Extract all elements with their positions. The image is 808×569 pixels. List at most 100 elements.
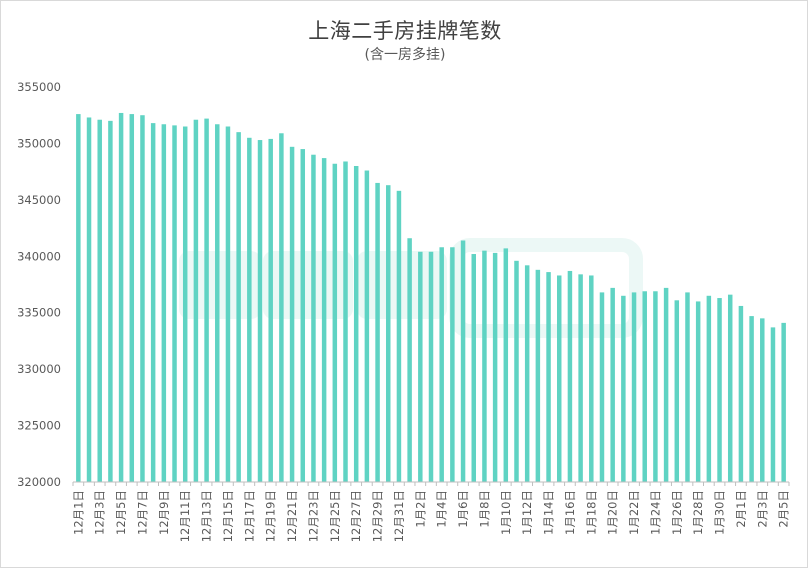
bar <box>386 185 391 482</box>
bar <box>631 292 637 482</box>
bar <box>578 274 583 482</box>
x-tick-label: 1月28日 <box>691 490 705 535</box>
bar <box>247 137 252 483</box>
x-tick-label: 1月18日 <box>584 490 598 535</box>
y-tick-label: 340000 <box>17 249 61 263</box>
chart-subtitle: (含一房多挂) <box>364 47 446 63</box>
bar <box>642 291 647 482</box>
x-tick-label: 2月1日 <box>734 490 748 528</box>
x-tick-label: 12月27日 <box>349 490 363 542</box>
bar <box>781 322 786 482</box>
x-tick-label: 1月12日 <box>520 490 534 535</box>
bar <box>450 247 455 482</box>
x-tick-label: 12月21日 <box>285 490 299 542</box>
bar <box>86 117 92 482</box>
x-tick-label: 12月23日 <box>306 490 320 542</box>
bar <box>268 138 273 482</box>
x-tick-label: 12月5日 <box>114 490 128 535</box>
bar <box>193 119 199 482</box>
bar <box>685 292 690 482</box>
bar <box>279 133 284 482</box>
bar <box>599 292 605 482</box>
y-tick-label: 355000 <box>17 80 61 94</box>
bar <box>353 166 359 482</box>
x-tick-label: 12月3日 <box>93 490 107 535</box>
bar <box>321 158 327 482</box>
bar <box>182 126 188 482</box>
bar <box>108 120 113 482</box>
bar <box>503 248 509 482</box>
bar <box>140 115 145 482</box>
bar <box>204 118 209 482</box>
bar <box>760 318 765 482</box>
bar <box>375 182 380 482</box>
bar <box>364 170 370 482</box>
x-tick-label: 2月5日 <box>777 490 791 528</box>
bar <box>343 161 348 482</box>
x-tick-label: 1月22日 <box>627 490 641 535</box>
bar <box>610 287 615 482</box>
bar <box>535 269 541 482</box>
bar <box>695 301 701 482</box>
bar <box>311 154 316 482</box>
bar <box>118 112 124 482</box>
bar <box>653 291 658 482</box>
bar <box>567 270 573 482</box>
x-axis: 12月1日 12月3日 12月5日 12月7日 12月9日 12月11日 12月13日 12月… <box>71 481 791 542</box>
bar <box>257 140 263 483</box>
x-tick-label: 12月9日 <box>157 490 171 535</box>
bar <box>161 124 167 482</box>
bar <box>727 294 733 482</box>
y-tick-label: 320000 <box>17 475 61 489</box>
bar <box>738 305 744 482</box>
x-tick-label: 1月6日 <box>456 490 470 528</box>
y-tick-label: 330000 <box>17 362 61 376</box>
x-tick-label: 12月29日 <box>371 490 385 542</box>
bar <box>439 247 444 482</box>
x-tick-label: 12月11日 <box>178 490 192 542</box>
y-tick-label: 335000 <box>17 306 61 320</box>
bar <box>514 260 519 482</box>
bar <box>428 251 434 482</box>
y-axis: 320000 325000 330000 335000 340000 345000 3500… <box>17 80 61 489</box>
x-tick-label: 1月16日 <box>563 490 577 535</box>
x-tick-label: 12月7日 <box>135 490 149 535</box>
y-tick-label: 350000 <box>17 136 61 150</box>
x-tick-label: 12月25日 <box>328 490 342 542</box>
bar <box>556 275 562 482</box>
bar <box>749 316 754 482</box>
bar-series <box>76 112 786 483</box>
bar <box>418 251 423 482</box>
bar <box>76 114 81 482</box>
bar <box>236 132 241 482</box>
bar <box>129 114 135 482</box>
x-tick-label: 12月1日 <box>71 490 85 535</box>
x-tick-label: 12月17日 <box>242 490 256 542</box>
bar <box>663 287 669 482</box>
bar <box>546 272 551 482</box>
x-tick-label: 1月2日 <box>413 490 427 528</box>
x-tick-label: 1月26日 <box>670 490 684 535</box>
bar <box>172 125 177 482</box>
bar <box>589 275 594 482</box>
x-tick-label: 1月24日 <box>648 490 662 535</box>
bar <box>460 240 466 482</box>
x-tick-label: 1月14日 <box>542 490 556 535</box>
bar <box>706 295 712 482</box>
bar <box>97 119 102 482</box>
x-tick-label: 12月15日 <box>221 490 235 542</box>
x-tick-label: 12月19日 <box>264 490 278 542</box>
x-tick-label: 12月13日 <box>200 490 214 542</box>
bar <box>332 163 338 482</box>
y-tick-label: 325000 <box>17 419 61 433</box>
bar <box>396 190 402 483</box>
y-tick-label: 345000 <box>17 193 61 207</box>
x-tick-label: 1月30日 <box>713 490 727 535</box>
x-tick-label: 1月4日 <box>435 490 449 528</box>
bar <box>492 252 498 482</box>
bar <box>717 298 722 482</box>
chart-title: 上海二手房挂牌笔数 <box>308 19 502 43</box>
x-tick-label: 1月10日 <box>499 490 513 535</box>
bar <box>225 126 231 482</box>
